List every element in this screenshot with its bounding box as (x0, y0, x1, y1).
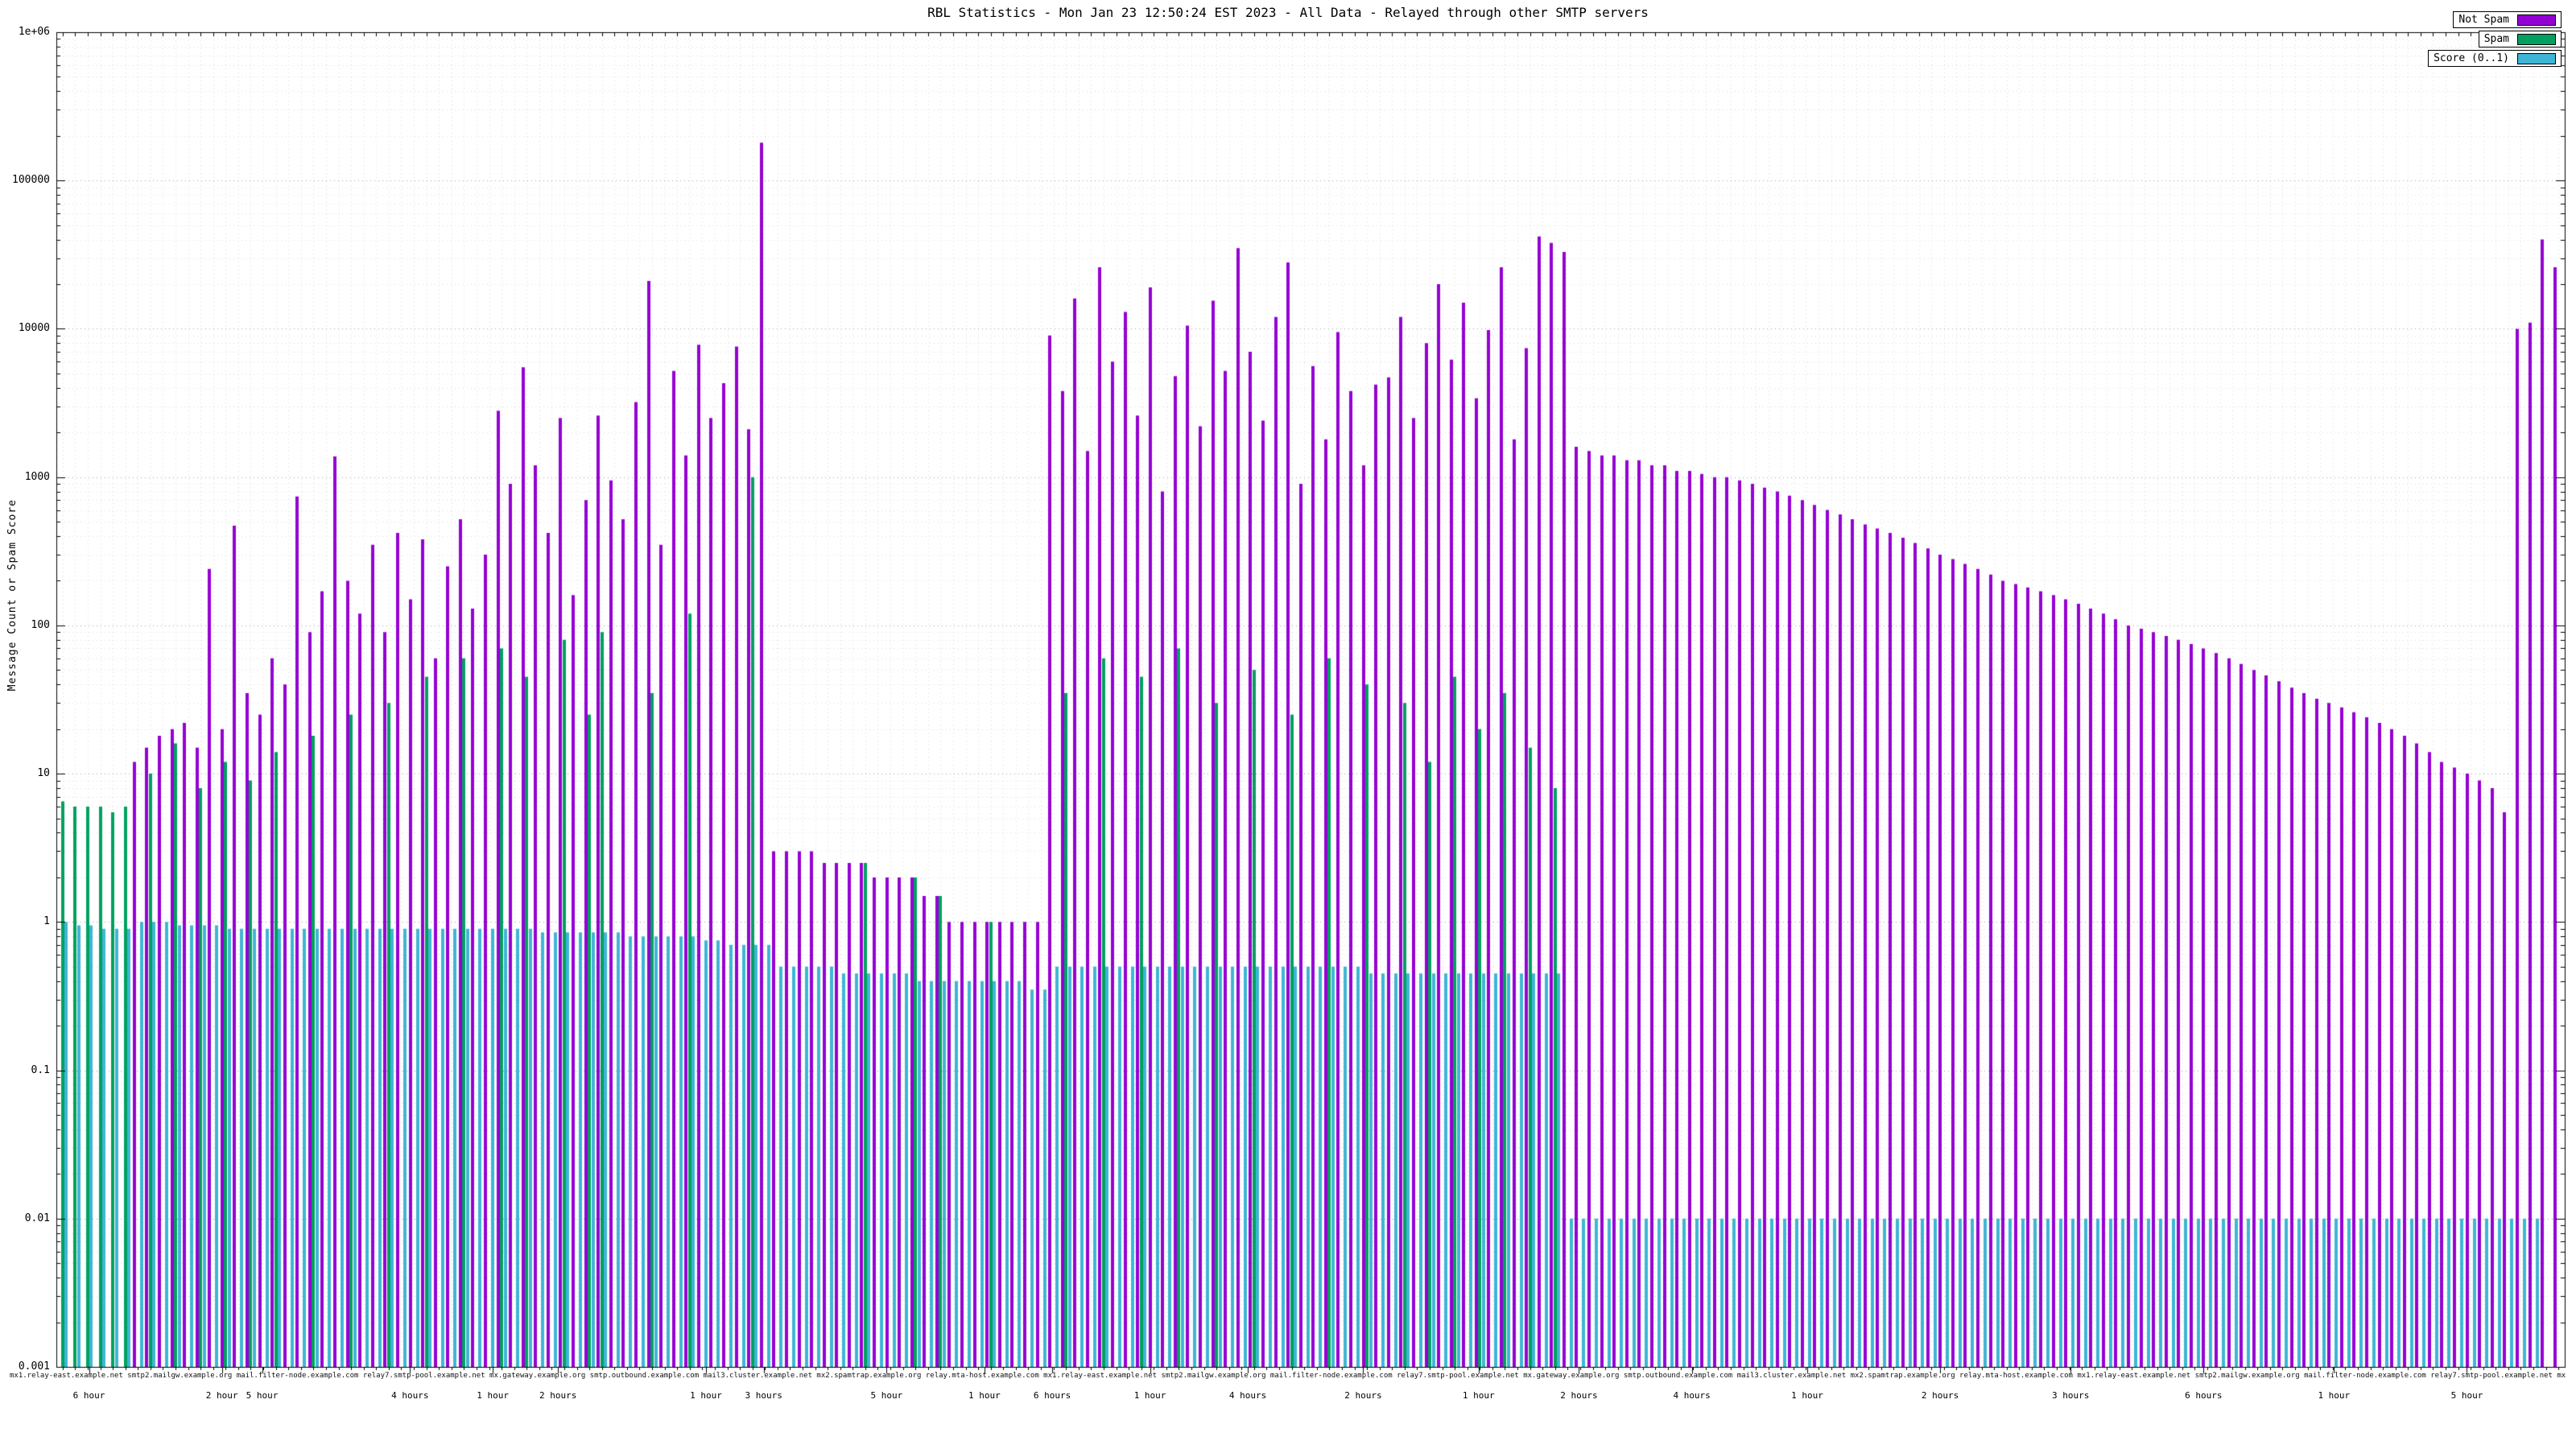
x-time-label: 1 hour (968, 1390, 1001, 1401)
x-time-label: 5 hour (246, 1390, 279, 1401)
x-time-label: 6 hours (2185, 1390, 2223, 1401)
x-time-label: 6 hour (72, 1390, 105, 1401)
legend-item-spam: Spam (2478, 31, 2562, 47)
chart-legend: Not Spam Spam Score (0..1) (2428, 11, 2562, 67)
x-time-label: 1 hour (2318, 1390, 2351, 1401)
x-time-label: 1 hour (1133, 1390, 1166, 1401)
x-time-label: 2 hours (1560, 1390, 1598, 1401)
y-tick-label: 0.001 (18, 1360, 50, 1373)
x-axis-dense-labels: mx1.relay-east.example.net smtp2.mailgw.… (10, 1372, 2566, 1380)
x-time-label: 2 hours (1921, 1390, 1959, 1401)
x-time-label: 5 hour (870, 1390, 903, 1401)
y-axis-tick-labels: 1e+06 100000 10000 1000 100 10 1 0.1 0.01 0.001 (0, 0, 53, 1449)
y-tick-label: 1000 (24, 470, 50, 483)
y-axis-title: Message Count or Spam Score (6, 499, 19, 691)
legend-item-score: Score (0..1) (2428, 50, 2562, 67)
x-time-label: 3 hours (2051, 1390, 2090, 1401)
y-tick-label: 1 (43, 915, 50, 928)
chart-title: RBL Statistics - Mon Jan 23 12:50:24 EST… (927, 5, 1649, 20)
x-time-label: 4 hours (1673, 1390, 1711, 1401)
x-time-label: 1 hour (1791, 1390, 1823, 1401)
legend-item-not-spam: Not Spam (2453, 11, 2562, 28)
x-time-label: 1 hour (477, 1390, 510, 1401)
y-tick-label: 100000 (12, 174, 50, 187)
x-time-label: 6 hours (1033, 1390, 1071, 1401)
y-tick-label: 10000 (18, 322, 50, 335)
x-time-label: 3 hours (745, 1390, 782, 1401)
x-axis-time-labels: 6 hour 2 hour 5 hour 4 hours 1 hour 2 hours 1 … (0, 1390, 2576, 1406)
y-tick-label: 1e+06 (18, 26, 50, 38)
y-tick-label: 0.1 (31, 1063, 50, 1076)
x-time-label: 4 hours (1228, 1390, 1267, 1401)
x-time-label: 2 hours (539, 1390, 577, 1401)
x-time-label: 1 hour (690, 1390, 722, 1401)
x-time-label: 1 hour (1462, 1390, 1495, 1401)
legend-color-swatch-icon (2517, 52, 2556, 64)
legend-color-swatch-icon (2517, 33, 2556, 45)
x-time-label: 4 hours (391, 1390, 429, 1401)
legend-color-swatch-icon (2517, 14, 2556, 26)
legend-label-not-spam: Not Spam (2458, 14, 2509, 26)
x-time-label: 2 hour (205, 1390, 238, 1401)
x-time-label: 5 hour (2450, 1390, 2483, 1401)
x-time-label: 2 hours (1344, 1390, 1382, 1401)
legend-label-score: Score (0..1) (2434, 52, 2509, 64)
y-tick-label: 100 (31, 618, 50, 631)
y-tick-label: 10 (37, 767, 50, 780)
y-tick-label: 0.01 (24, 1212, 50, 1224)
legend-label-spam: Spam (2483, 33, 2509, 45)
